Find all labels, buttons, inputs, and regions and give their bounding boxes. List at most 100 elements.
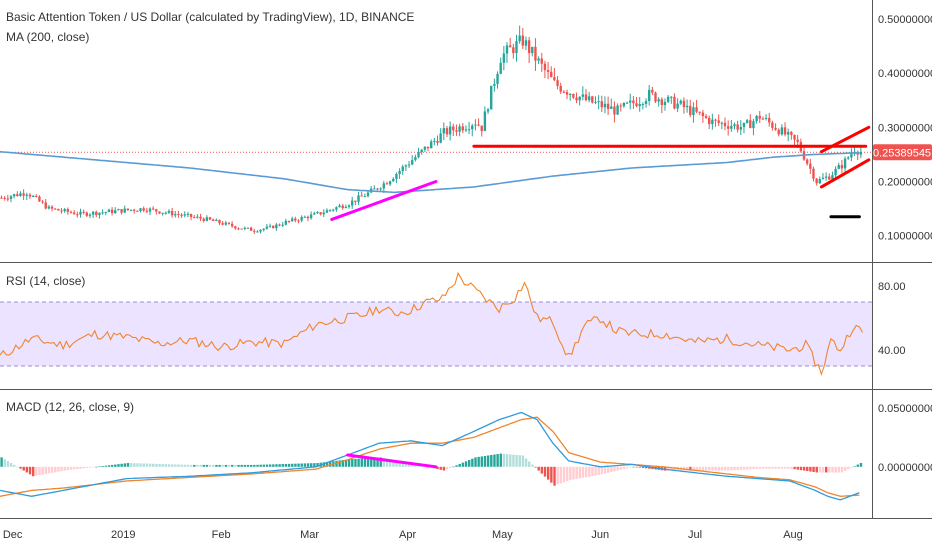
- macd-hist-bar: [117, 464, 120, 467]
- candle-body: [69, 211, 73, 213]
- candle-body: [613, 106, 616, 115]
- macd-hist-bar: [840, 466, 844, 473]
- candle-body: [758, 115, 761, 119]
- candle-body: [126, 208, 130, 211]
- macd-hist-bar: [177, 464, 180, 467]
- macd-hist-bar: [802, 466, 806, 471]
- macd-hist-bar: [442, 466, 446, 471]
- macd-hist-bar: [22, 466, 25, 471]
- macd-hist-bar: [711, 466, 714, 471]
- candle-body: [518, 35, 521, 42]
- macd-hist-bar: [335, 460, 338, 467]
- candle-body: [638, 104, 641, 107]
- candle-body: [458, 126, 461, 132]
- macd-tick-label: 0.05000000: [878, 403, 932, 415]
- candle-body: [717, 120, 720, 123]
- candle-body: [193, 217, 196, 219]
- macd-hist-bar: [616, 466, 619, 471]
- macd-hist-bar: [158, 463, 161, 467]
- candle-body: [537, 58, 540, 61]
- macd-hist-bar: [825, 466, 828, 473]
- macd-hist-bar: [730, 466, 733, 471]
- candle-body: [0, 197, 3, 199]
- candle-body: [19, 193, 22, 196]
- macd-hist-bar: [31, 466, 35, 477]
- candle-body: [559, 85, 562, 92]
- candle-body: [600, 101, 603, 108]
- candle-body: [401, 166, 404, 171]
- candle-body: [821, 177, 825, 180]
- macd-hist-bar: [341, 460, 345, 467]
- price-series-group: [0, 25, 872, 234]
- candle-body: [670, 96, 673, 98]
- candle-body: [616, 105, 619, 115]
- candle-body: [25, 194, 28, 196]
- macd-hist-bar: [461, 462, 465, 467]
- candle-body: [594, 101, 597, 103]
- rsi-tick-label: 40.00: [878, 345, 906, 357]
- candle-body: [679, 100, 682, 104]
- candle-body: [689, 105, 692, 116]
- candle-body: [433, 140, 436, 142]
- candle-body: [139, 208, 142, 212]
- macd-hist-bar: [291, 463, 294, 467]
- rsi-line: [0, 271, 863, 376]
- macd-hist-bar: [755, 466, 758, 469]
- time-tick-label: Jul: [688, 529, 702, 541]
- macd-hist-bar: [578, 466, 581, 479]
- macd-hist-bar: [625, 466, 629, 469]
- macd-hist-bar: [215, 464, 218, 467]
- candle-body: [76, 214, 79, 216]
- macd-hist-bar: [565, 466, 569, 482]
- candle-body: [660, 99, 664, 106]
- candle-body: [745, 120, 749, 123]
- candle-body: [704, 116, 708, 118]
- macd-hist-bar: [783, 466, 787, 469]
- macd-hist-bar: [376, 457, 379, 467]
- candle-body: [505, 45, 509, 54]
- macd-hist-bar: [41, 466, 44, 475]
- macd-hist-bar: [809, 466, 812, 472]
- price-panel: [0, 0, 872, 262]
- macd-hist-bar: [733, 466, 736, 471]
- price-tick-label: 0.20000000: [878, 177, 932, 189]
- candle-body: [328, 209, 332, 211]
- candle-body: [676, 103, 679, 109]
- candle-body: [701, 112, 705, 117]
- candle-body: [265, 226, 269, 229]
- candle-body: [768, 117, 771, 123]
- candle-body: [151, 208, 155, 210]
- candle-body: [796, 139, 799, 142]
- candle-body: [417, 152, 420, 158]
- macd-hist-bar: [373, 457, 376, 467]
- macd-hist-bar: [496, 454, 499, 467]
- macd-hist-bar: [455, 465, 458, 467]
- candle-body: [786, 131, 790, 135]
- macd-hist-bar: [812, 466, 815, 472]
- macd-hist-bar: [47, 466, 51, 474]
- candle-body: [414, 157, 417, 161]
- candle-body: [657, 99, 660, 102]
- candle-body: [316, 212, 319, 214]
- candle-body: [385, 183, 389, 185]
- macd-hist-bar: [294, 463, 297, 467]
- macd-hist-bar: [57, 466, 60, 472]
- macd-hist-bar: [360, 458, 363, 467]
- macd-hist-bar: [278, 464, 281, 467]
- macd-hist-bar: [382, 457, 386, 467]
- macd-hist-bar: [493, 454, 496, 467]
- time-tick-label: 2019: [111, 529, 135, 541]
- candle-body: [50, 206, 54, 209]
- macd-hist-bar: [474, 457, 477, 467]
- macd-hist-bar: [550, 466, 553, 483]
- candle-body: [834, 168, 837, 176]
- macd-hist-bar: [114, 464, 117, 467]
- macd-hist-bar: [464, 461, 468, 467]
- candle-body: [654, 92, 657, 102]
- macd-hist-bar: [13, 464, 16, 467]
- macd-hist-bar: [708, 466, 711, 471]
- macd-hist-bar: [224, 464, 228, 467]
- macd-hist-bar: [50, 466, 54, 473]
- candle-body: [123, 208, 126, 213]
- macd-hist-bar: [723, 466, 727, 471]
